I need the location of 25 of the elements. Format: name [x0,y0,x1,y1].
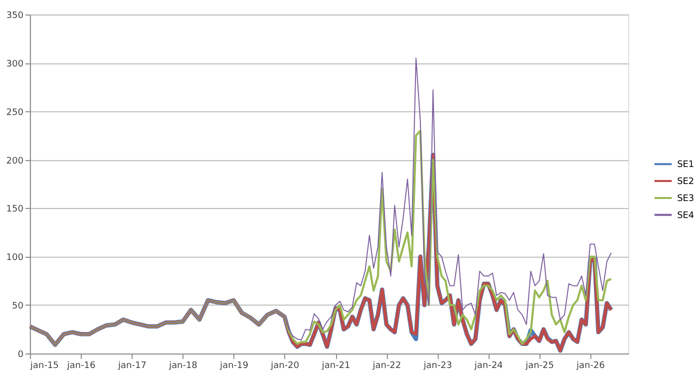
x-tick-label: jan-26 [575,360,606,371]
y-tick-label: 250 [6,108,24,118]
legend-label: SE1 [677,160,694,170]
y-tick-label: 50 [12,302,24,312]
x-tick-label: jan-24 [474,360,504,371]
y-tick-label: 350 [6,10,24,21]
y-tick-label: 300 [6,59,24,70]
line-series [29,58,612,346]
x-tick-label: jan-19 [218,360,249,371]
x-tick-label: jan-22 [372,360,402,371]
x-tick-label: jan-23 [422,360,452,371]
legend-label: SE3 [677,194,694,204]
x-tick-label: jan-20 [270,360,300,371]
y-tick-label: 150 [6,204,24,215]
x-tick-label: jan-16 [66,360,96,371]
x-tick-label: jan-21 [320,360,350,371]
y-tick-label: 200 [6,156,24,166]
y-tick-label: 100 [6,253,24,264]
y-tick-label: 0 [18,350,24,360]
x-tick-label: jan-25 [524,360,554,371]
legend-label: SE4 [677,210,694,221]
x-tick-label: jan-15 [29,360,59,371]
x-tick-label: jan-18 [168,360,198,371]
legend-label: SE2 [677,177,694,188]
x-tick-label: jan-17 [117,360,146,371]
